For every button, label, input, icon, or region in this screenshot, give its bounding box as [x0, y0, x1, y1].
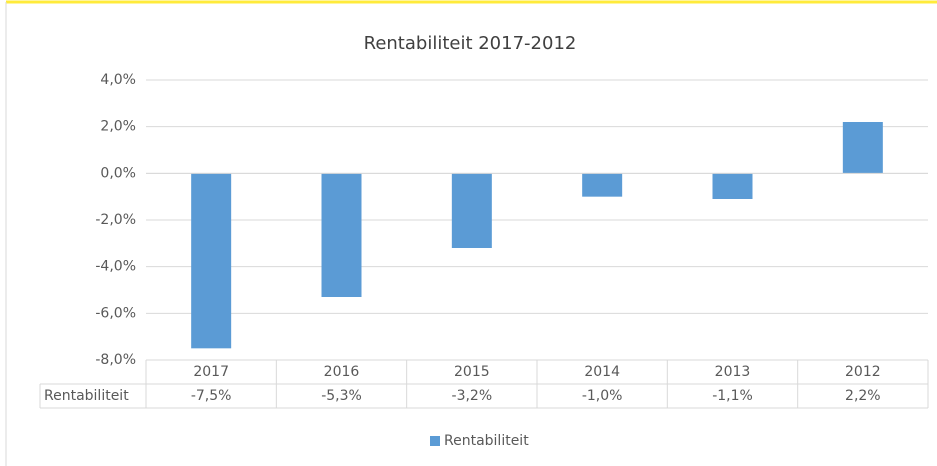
x-tick-label: 2014: [584, 364, 620, 380]
y-tick-label: -8,0%: [95, 352, 136, 368]
legend-label: Rentabiliteit: [444, 433, 529, 449]
y-tick-label: -2,0%: [95, 212, 136, 228]
legend-swatch: [430, 436, 440, 446]
y-tick-label: 0,0%: [100, 165, 136, 181]
table-row-label: Rentabiliteit: [44, 388, 129, 404]
table-value: -3,2%: [452, 388, 493, 404]
x-tick-label: 2012: [845, 364, 881, 380]
x-tick-label: 2016: [324, 364, 360, 380]
table-value: -1,0%: [582, 388, 623, 404]
x-tick-label: 2017: [193, 364, 229, 380]
table-value: -7,5%: [191, 388, 232, 404]
bar: [582, 173, 623, 197]
bar: [712, 173, 753, 199]
table-value: -1,1%: [712, 388, 753, 404]
bar: [321, 173, 362, 297]
bar: [451, 173, 492, 248]
x-tick-label: 2015: [454, 364, 490, 380]
bar: [191, 173, 232, 349]
x-tick-label: 2013: [715, 364, 751, 380]
y-tick-label: 2,0%: [100, 119, 136, 135]
chart-title: Rentabiliteit 2017-2012: [364, 33, 577, 54]
table-value: 2,2%: [845, 388, 881, 404]
y-tick-label: -4,0%: [95, 259, 136, 275]
table-value: -5,3%: [321, 388, 362, 404]
y-tick-label: -6,0%: [95, 305, 136, 321]
bar: [842, 122, 883, 174]
y-tick-label: 4,0%: [100, 72, 136, 88]
